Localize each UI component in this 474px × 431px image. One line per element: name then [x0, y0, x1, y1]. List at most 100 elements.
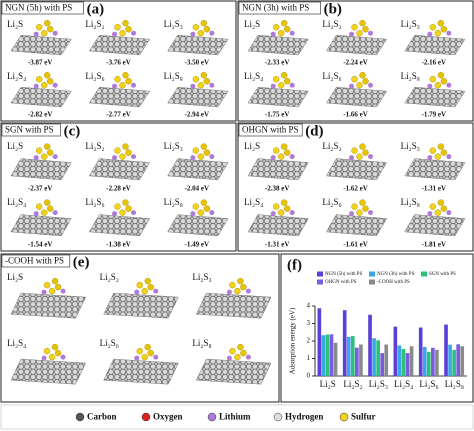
sulfur-atom [280, 71, 288, 79]
energy-label: -1.62 eV [343, 185, 368, 193]
panel-title-box [238, 123, 303, 137]
lithium-atom [270, 31, 276, 37]
sulfur-atom [277, 209, 285, 216]
species-label: Li₂S₈ [164, 71, 183, 81]
sulfur-atom [40, 153, 48, 160]
lithium-atom [226, 355, 232, 361]
sulfur-atom [277, 81, 285, 89]
bar [346, 336, 351, 376]
sulfur-atom [54, 349, 62, 357]
lithium-atom [41, 289, 47, 295]
graphene-sheet [88, 34, 151, 56]
atom-swatch [75, 412, 85, 422]
atom-swatch [273, 412, 283, 422]
sulfur-atom [203, 26, 211, 33]
sulfur-atom [40, 209, 48, 216]
sulfur-atom [46, 205, 54, 212]
legend-label: NGN (5h) with PS [325, 272, 363, 277]
sulfur-atom [43, 20, 51, 27]
sulfur-atom [203, 149, 211, 156]
sulfur-atom [141, 287, 148, 295]
lithium-atom [289, 30, 295, 36]
lithium-atom [52, 154, 58, 160]
sulfur-atom [200, 199, 208, 206]
atom-swatch [207, 412, 217, 422]
y-tick-label: 0 [307, 372, 311, 380]
sulfur-atom [122, 20, 129, 27]
sulfur-atom [362, 205, 369, 212]
legend-label: NGN (3h) with PS [377, 272, 415, 277]
species-label: Li₂S₄ [244, 71, 263, 81]
sulfur-atom [272, 24, 280, 31]
graphene-sheet [247, 86, 309, 108]
lithium-atom [446, 154, 452, 160]
sulfur-atom [429, 203, 437, 210]
species-label: Li₂S₃ [401, 19, 420, 29]
bar [444, 324, 448, 376]
sulfur-atom [147, 349, 154, 357]
bar [376, 340, 380, 376]
sulfur-atom [234, 287, 241, 295]
species-label: Li₂S₃ [401, 141, 420, 151]
energy-label: -2.94 eV [185, 111, 210, 119]
lithium-atom [349, 83, 355, 89]
sulfur-atom [51, 277, 59, 285]
bar [397, 345, 402, 376]
bar [372, 338, 376, 376]
lithium-atom [349, 211, 355, 217]
y-tick-label: 4 [307, 302, 311, 310]
lithium-atom [52, 210, 58, 216]
y-axis-label: Adsorption energy (eV) [289, 307, 297, 374]
lithium-atom [245, 288, 251, 294]
sulfur-atom [54, 283, 62, 291]
sulfur-atom [192, 75, 200, 83]
sulfur-atom [35, 147, 43, 154]
species-label: Li₂S [7, 19, 23, 29]
sulfur-atom [35, 203, 43, 210]
sulfur-atom [234, 353, 241, 361]
graphene-sheet [325, 34, 388, 56]
lithium-atom [131, 210, 137, 216]
energy-label: -1.75 eV [265, 111, 290, 119]
graphene-sheet [88, 86, 151, 108]
lithium-atom [134, 355, 140, 361]
lithium-atom [270, 155, 276, 161]
sulfur-atom [147, 283, 154, 291]
lithium-atom [33, 83, 39, 89]
sulfur-atom [272, 203, 280, 210]
sulfur-atom [440, 26, 448, 33]
lithium-atom [270, 83, 276, 89]
energy-label: -3.87 eV [28, 59, 53, 67]
lithium-atom [190, 211, 196, 217]
lithium-atom [368, 210, 374, 216]
graphene-sheet [325, 214, 388, 237]
energy-label: -2.82 eV [28, 111, 53, 119]
atom-swatch [339, 412, 349, 422]
energy-label: -2.16 eV [422, 59, 447, 67]
sulfur-atom [192, 24, 200, 31]
sulfur-atom [272, 147, 280, 154]
energy-label: -2.04 eV [185, 185, 210, 193]
sulfur-atom [197, 153, 205, 160]
sulfur-atom [283, 205, 291, 212]
sulfur-atom [122, 143, 129, 150]
lithium-atom [153, 354, 159, 360]
species-label: Li₂S₂ [85, 19, 104, 29]
energy-label: -1.66 eV [343, 111, 368, 119]
sulfur-atom [119, 30, 126, 37]
x-tick-label: Li₂S₃ [369, 379, 388, 389]
bar [460, 346, 465, 376]
lithium-atom [209, 154, 215, 160]
panel-border [237, 122, 474, 252]
atom-legend-label: Oxygen [153, 412, 183, 422]
graphene-sheet [103, 292, 179, 319]
atom-legend-label: Carbon [87, 412, 117, 422]
lithium-atom [349, 155, 355, 161]
x-tick-label: Li₂S₈ [445, 379, 464, 389]
lithium-atom [153, 288, 159, 294]
sulfur-atom [351, 75, 358, 83]
sulfur-atom [51, 343, 59, 351]
species-label: Li₂S₃ [164, 19, 183, 29]
y-tick-label: 1 [307, 354, 311, 362]
sulfur-atom [437, 71, 445, 79]
